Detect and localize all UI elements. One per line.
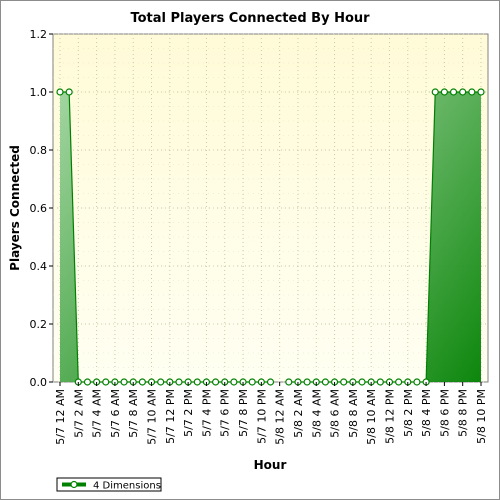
y-tick-label: 0.4 [30, 260, 48, 273]
data-point [431, 88, 439, 96]
legend-swatch-marker [70, 480, 78, 489]
x-tick-label: 5/8 10 PM [475, 389, 488, 444]
x-tick-label: 5/8 12 AM [274, 389, 287, 445]
data-point [138, 378, 146, 386]
data-point [303, 378, 311, 386]
x-tick-label: 5/8 6 PM [438, 389, 451, 437]
y-tick-label: 0.8 [30, 144, 48, 157]
data-point [266, 378, 275, 386]
grid [53, 33, 488, 383]
x-tick-label: 5/7 12 PM [164, 389, 177, 444]
y-axis-ticks: 0.0 0.2 0.4 0.6 0.8 1.0 1.2 [30, 28, 53, 389]
legend-item-label: 4 Dimensions [93, 481, 161, 492]
x-tick-label: 5/7 6 AM [109, 389, 122, 438]
data-point [193, 378, 201, 386]
x-tick-label: 5/7 12 AM [54, 389, 67, 445]
y-tick-label: 1.2 [30, 28, 48, 41]
x-tick-label: 5/7 8 PM [237, 389, 250, 437]
data-point [65, 88, 73, 96]
data-point [477, 88, 485, 96]
x-tick-label: 5/7 2 AM [72, 389, 85, 438]
data-point [230, 378, 238, 386]
data-point [56, 88, 64, 96]
x-tick-label: 5/8 8 AM [347, 389, 360, 438]
legend: 4 Dimensions [56, 477, 162, 492]
legend-box [56, 477, 162, 492]
y-tick-label: 0.6 [30, 202, 48, 215]
data-point [285, 378, 293, 386]
data-point [321, 378, 330, 386]
data-point [413, 378, 421, 386]
data-point [358, 378, 366, 386]
x-axis-ticks: 5/7 12 AM 5/7 2 AM 5/7 4 AM 5/7 6 AM 5/7 8 A… [54, 382, 488, 445]
x-tick-label: 5/7 10 PM [255, 389, 268, 444]
x-tick-label: 5/7 2 PM [182, 389, 195, 437]
y-tick-label: 0.0 [30, 376, 48, 389]
data-point [468, 88, 476, 96]
data-point [440, 88, 448, 96]
data-point [83, 378, 92, 386]
y-tick-label: 0.2 [30, 318, 48, 331]
x-tick-label: 5/8 2 AM [292, 389, 305, 438]
x-tick-label: 5/7 4 PM [200, 389, 213, 437]
x-tick-label: 5/8 2 PM [402, 389, 415, 437]
x-axis-label: Hour [254, 458, 287, 472]
data-point [102, 378, 110, 386]
series-area-fill [288, 92, 481, 382]
chart-title: Total Players Connected By Hour [130, 11, 370, 26]
data-point [211, 378, 220, 386]
data-point [376, 378, 384, 386]
x-tick-label: 5/8 4 PM [420, 389, 433, 437]
x-tick-label: 5/7 10 AM [146, 389, 159, 445]
series-line [288, 91, 481, 383]
data-point [175, 378, 183, 386]
x-tick-label: 5/8 10 AM [365, 389, 378, 445]
data-point [395, 378, 403, 386]
data-point [459, 88, 467, 96]
x-tick-label: 5/7 8 AM [127, 389, 140, 438]
x-tick-label: 5/7 6 PM [219, 389, 232, 437]
data-point [449, 88, 458, 96]
x-tick-label: 5/8 8 PM [457, 389, 470, 437]
series-points [56, 88, 485, 386]
x-tick-label: 5/8 6 AM [329, 389, 342, 438]
data-point [248, 378, 256, 386]
y-axis-label: Players Connected [8, 145, 22, 271]
data-point [340, 378, 348, 386]
x-tick-label: 5/8 12 PM [383, 389, 396, 444]
y-tick-label: 1.0 [30, 86, 48, 99]
data-point [120, 378, 128, 386]
x-tick-label: 5/8 4 AM [310, 389, 323, 438]
data-point [157, 378, 165, 386]
x-tick-label: 5/7 4 AM [91, 389, 104, 438]
